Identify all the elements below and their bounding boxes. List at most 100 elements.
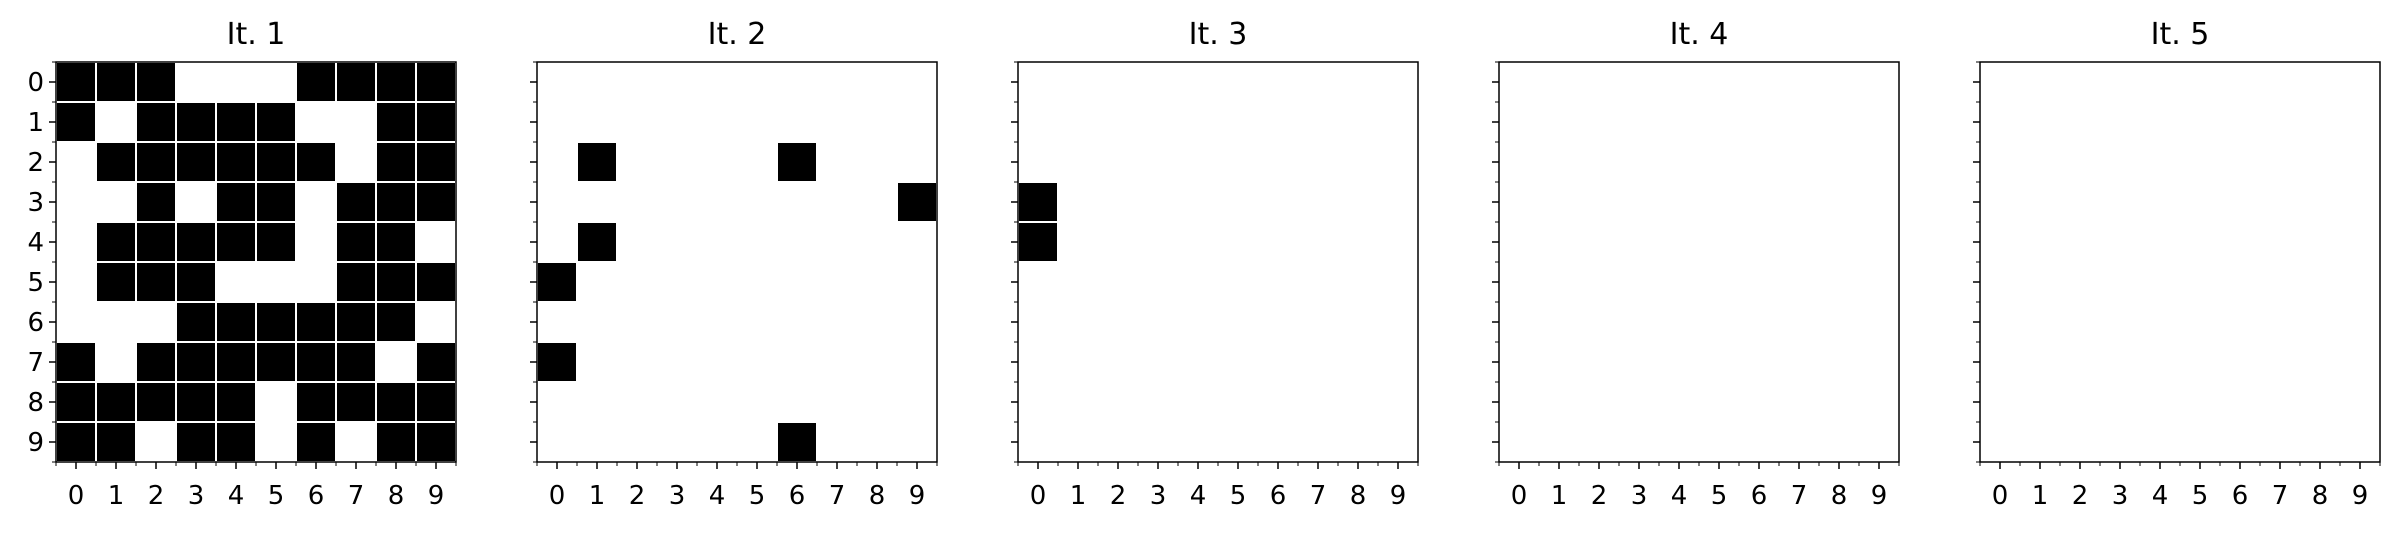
grid-cell — [135, 381, 177, 423]
grid-cell — [95, 61, 137, 103]
panel-title: It. 3 — [1189, 17, 1248, 52]
x-tick-label: 6 — [1270, 481, 1287, 511]
x-tick-label: 9 — [1390, 481, 1407, 511]
x-tick-label: 8 — [1831, 481, 1848, 511]
grid-cell — [335, 181, 377, 223]
x-tick-label: 3 — [669, 481, 686, 511]
x-tick-label: 2 — [2072, 481, 2089, 511]
grid-cell — [415, 101, 457, 143]
grid-cell — [1017, 221, 1059, 263]
grid-cell — [295, 141, 337, 183]
x-tick-label: 0 — [549, 481, 566, 511]
grid-cell — [175, 421, 217, 463]
y-tick-label: 9 — [27, 428, 44, 458]
x-tick-label: 1 — [108, 481, 125, 511]
grid-cell — [335, 301, 377, 343]
y-tick-label: 5 — [27, 268, 44, 298]
grid-cell — [335, 381, 377, 423]
grid-cell — [135, 221, 177, 263]
grid-cell — [215, 341, 257, 383]
grid-cell — [375, 101, 417, 143]
x-tick-label: 5 — [2192, 481, 2209, 511]
x-tick-label: 2 — [1591, 481, 1608, 511]
x-tick-label: 7 — [1791, 481, 1808, 511]
grid-cell — [255, 301, 297, 343]
panel-title: It. 2 — [708, 17, 767, 52]
grid-cell — [55, 101, 97, 143]
grid-cell — [55, 421, 97, 463]
y-tick-label: 8 — [27, 388, 44, 418]
x-tick-label: 7 — [348, 481, 365, 511]
plot-background — [1980, 62, 2380, 462]
x-tick-label: 8 — [869, 481, 886, 511]
x-tick-label: 1 — [2032, 481, 2049, 511]
grid-cell — [215, 421, 257, 463]
grid-cell — [896, 181, 938, 223]
grid-cell — [335, 261, 377, 303]
x-tick-label: 7 — [1310, 481, 1327, 511]
grid-cell — [295, 421, 337, 463]
grid-cell — [255, 181, 297, 223]
grid-cell — [175, 221, 217, 263]
grid-cell — [375, 261, 417, 303]
plot-background — [1018, 62, 1418, 462]
x-tick-label: 2 — [1110, 481, 1127, 511]
x-tick-label: 0 — [1992, 481, 2009, 511]
grid-cell — [375, 301, 417, 343]
x-tick-label: 2 — [148, 481, 165, 511]
x-tick-label: 4 — [1671, 481, 1688, 511]
grid-cell — [415, 141, 457, 183]
x-tick-label: 7 — [829, 481, 846, 511]
y-tick-label: 4 — [27, 228, 44, 258]
x-tick-label: 1 — [1070, 481, 1087, 511]
panel-4: It. 4 0 1 2 3 4 5 6 7 8 9 — [1492, 17, 1900, 511]
grid-cell — [776, 141, 818, 183]
plot-background — [1499, 62, 1899, 462]
grid-cell — [175, 381, 217, 423]
grid-cell — [95, 221, 137, 263]
grid-cell — [55, 341, 97, 383]
y-tick-label: 7 — [27, 348, 44, 378]
x-tick-label: 5 — [268, 481, 285, 511]
grid-cell — [415, 261, 457, 303]
grid-cell — [55, 381, 97, 423]
grid-cell — [135, 101, 177, 143]
panel-5: It. 5 0 1 2 3 4 5 6 7 8 9 — [1973, 17, 2381, 511]
grid-cell — [295, 301, 337, 343]
grid-cell — [215, 101, 257, 143]
x-tick-label: 4 — [2152, 481, 2169, 511]
grid-cell — [55, 61, 97, 103]
x-tick-label: 3 — [1150, 481, 1167, 511]
y-tick-label: 0 — [27, 68, 44, 98]
y-tick-label: 6 — [27, 308, 44, 338]
grid-cell — [1017, 181, 1059, 223]
grid-cell — [375, 141, 417, 183]
grid-cell — [95, 421, 137, 463]
grid-cell — [175, 141, 217, 183]
grid-cell — [335, 341, 377, 383]
panel-title: It. 4 — [1670, 17, 1729, 52]
grid-cell — [415, 421, 457, 463]
x-tick-label: 8 — [2312, 481, 2329, 511]
x-tick-label: 5 — [1230, 481, 1247, 511]
x-tick-label: 6 — [308, 481, 325, 511]
grid-cell — [215, 221, 257, 263]
grid-cell — [135, 341, 177, 383]
grid-cell — [255, 101, 297, 143]
grid-cell — [135, 261, 177, 303]
x-tick-label: 8 — [1350, 481, 1367, 511]
x-tick-label: 1 — [589, 481, 606, 511]
panel-3: It. 3 0 1 2 3 4 5 6 7 8 9 — [1011, 17, 1419, 511]
grid-cell — [215, 181, 257, 223]
grid-cell — [375, 61, 417, 103]
x-tick-label: 5 — [749, 481, 766, 511]
grid-cell — [295, 341, 337, 383]
grid-cell — [375, 381, 417, 423]
grid-cell — [175, 101, 217, 143]
x-tick-label: 8 — [388, 481, 405, 511]
grid-cell — [175, 261, 217, 303]
grid-cell — [175, 301, 217, 343]
grid-cell — [536, 341, 578, 383]
grid-cell — [215, 381, 257, 423]
